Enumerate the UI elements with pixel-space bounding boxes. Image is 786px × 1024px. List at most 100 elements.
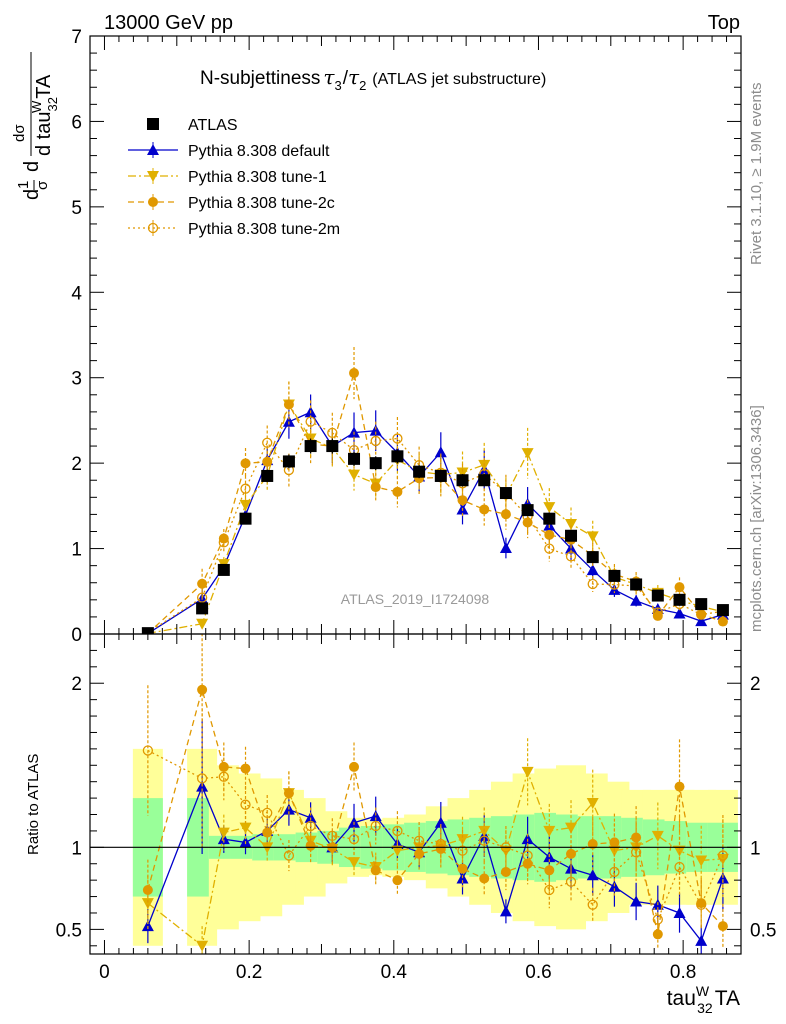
reference-point [608,569,621,582]
x-tick-label: 0 [99,962,110,983]
mcplots-label: mcplots.cern.ch [arXiv:1306.3436] [748,405,765,632]
data-point-main [434,446,447,458]
data-point-main [544,529,555,540]
data-point-ratio [543,825,556,837]
legend-label: ATLAS [188,117,238,134]
legend-entry: Pythia 8.308 tune-2c [128,194,335,212]
data-point-ratio [479,873,490,884]
ylabel-dtau: d tau [33,112,55,156]
data-point-ratio [544,884,555,896]
data-point-main [196,592,208,603]
data-point-ratio [218,761,229,772]
xlabel-sub: 32 [697,1000,713,1016]
data-point-main [521,448,534,460]
data-point-ratio [196,940,209,952]
ylabel-sub: 32 [45,97,60,111]
data-point-main [218,537,229,548]
data-point-ratio [651,830,664,842]
reference-point [716,604,729,617]
data-point-ratio [695,934,708,946]
data-point-ratio [522,850,533,861]
data-point-ratio [142,885,153,895]
data-point-ratio [142,745,154,756]
ratio-panel-frame [89,633,742,955]
data-point-ratio [695,855,708,867]
reference-point [499,487,512,500]
reference-point [391,450,404,463]
data-point-main [499,542,512,554]
data-point-main [565,551,577,562]
xlabel-sup: W [696,983,710,999]
data-point-ratio [327,830,338,841]
data-point-main [196,618,209,630]
main-y-tick-label: 6 [71,112,82,133]
ratio-y-tick-label-right: 1 [750,838,761,859]
ylabel-ta: TA [33,74,55,99]
data-point-main [262,456,273,467]
ratio-y-tick-label: 0.5 [56,920,82,941]
x-tick-label: 0.6 [525,962,551,983]
data-point-main [673,607,686,619]
data-point-ratio [370,865,381,876]
data-point-ratio [369,810,382,822]
data-point-ratio [283,850,295,861]
reference-point [456,474,469,487]
data-point-main [282,415,295,427]
ylabel-one: 1 [15,181,32,189]
title-tau3: τ [323,65,335,89]
main-y-tick-label: 2 [71,454,82,475]
data-point-main [543,502,556,514]
data-point-ratio [305,840,316,851]
data-point-ratio [262,807,273,819]
data-point-main [587,578,598,590]
data-point-main [348,469,361,481]
svg-text:1: 1 [15,181,32,189]
title-main: N-subjettiness [200,68,320,89]
title-tau2: τ [348,65,360,89]
data-point-ratio [240,763,251,774]
data-point-ratio [587,899,598,910]
reference-point [543,512,556,525]
analysis-watermark: ATLAS_2019_I1724098 [341,591,490,607]
ratio-y-tick-label-right: 2 [750,674,761,695]
data-point-main [695,615,708,627]
data-point-ratio [217,827,230,839]
reference-point [239,512,252,525]
data-point-ratio [631,832,642,843]
svg-text:d: d [21,161,43,172]
data-point-main [674,582,685,593]
legend-marker [147,222,159,234]
ylabel-d1: d [21,189,43,200]
data-point-main [239,499,252,511]
data-point-main [630,594,643,606]
legend-label: Pythia 8.308 default [188,143,330,160]
legend-entry: Pythia 8.308 tune-1 [128,168,327,186]
ratio-y-tick-label-right: 0.5 [750,920,776,941]
reference-point [586,551,599,564]
header-left-label: 13000 GeV pp [104,12,233,34]
reference-point [217,563,230,576]
legend-marker [147,118,159,130]
data-point-ratio [609,837,620,848]
legend-marker [147,144,159,155]
data-point-main [349,368,360,379]
data-point-ratio [141,920,154,932]
data-point-main [240,483,251,494]
data-point-ratio [392,825,403,837]
data-point-ratio [240,799,251,810]
legend-marker [147,171,159,182]
data-point-ratio [673,845,686,857]
title-paren: (ATLAS jet substructure) [372,71,546,88]
reference-point [413,465,426,478]
ylabel-sup: W [29,100,44,113]
data-point-ratio [218,771,229,782]
data-point-ratio [609,866,620,878]
legend-label: Pythia 8.308 tune-2m [188,221,340,238]
data-point-ratio [716,853,729,865]
data-point-main [456,467,469,479]
data-point-main [262,437,273,448]
main-y-axis-label: d 1 σ d dσ d tau32WTA [11,52,60,200]
header-right-label: Top [708,12,740,34]
data-point-ratio [630,895,643,907]
